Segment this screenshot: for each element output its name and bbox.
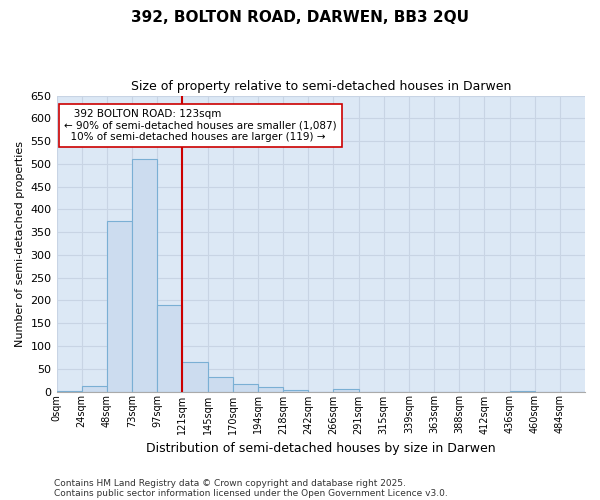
X-axis label: Distribution of semi-detached houses by size in Darwen: Distribution of semi-detached houses by … [146, 442, 496, 455]
Bar [509, 390, 535, 392]
Text: 392 BOLTON ROAD: 123sqm
← 90% of semi-detached houses are smaller (1,087)
  10% : 392 BOLTON ROAD: 123sqm ← 90% of semi-de… [64, 109, 337, 142]
Bar [233, 384, 258, 392]
Bar [107, 221, 132, 392]
Bar [208, 377, 233, 392]
Bar [157, 305, 182, 392]
Bar [283, 390, 308, 392]
Bar [182, 362, 208, 392]
Bar [258, 387, 283, 392]
Bar [56, 390, 82, 392]
Title: Size of property relative to semi-detached houses in Darwen: Size of property relative to semi-detach… [131, 80, 511, 93]
Text: 392, BOLTON ROAD, DARWEN, BB3 2QU: 392, BOLTON ROAD, DARWEN, BB3 2QU [131, 10, 469, 25]
Y-axis label: Number of semi-detached properties: Number of semi-detached properties [15, 140, 25, 346]
Text: Contains HM Land Registry data © Crown copyright and database right 2025.: Contains HM Land Registry data © Crown c… [54, 478, 406, 488]
Bar [334, 389, 359, 392]
Bar [132, 160, 157, 392]
Text: Contains public sector information licensed under the Open Government Licence v3: Contains public sector information licen… [54, 488, 448, 498]
Bar [82, 386, 107, 392]
